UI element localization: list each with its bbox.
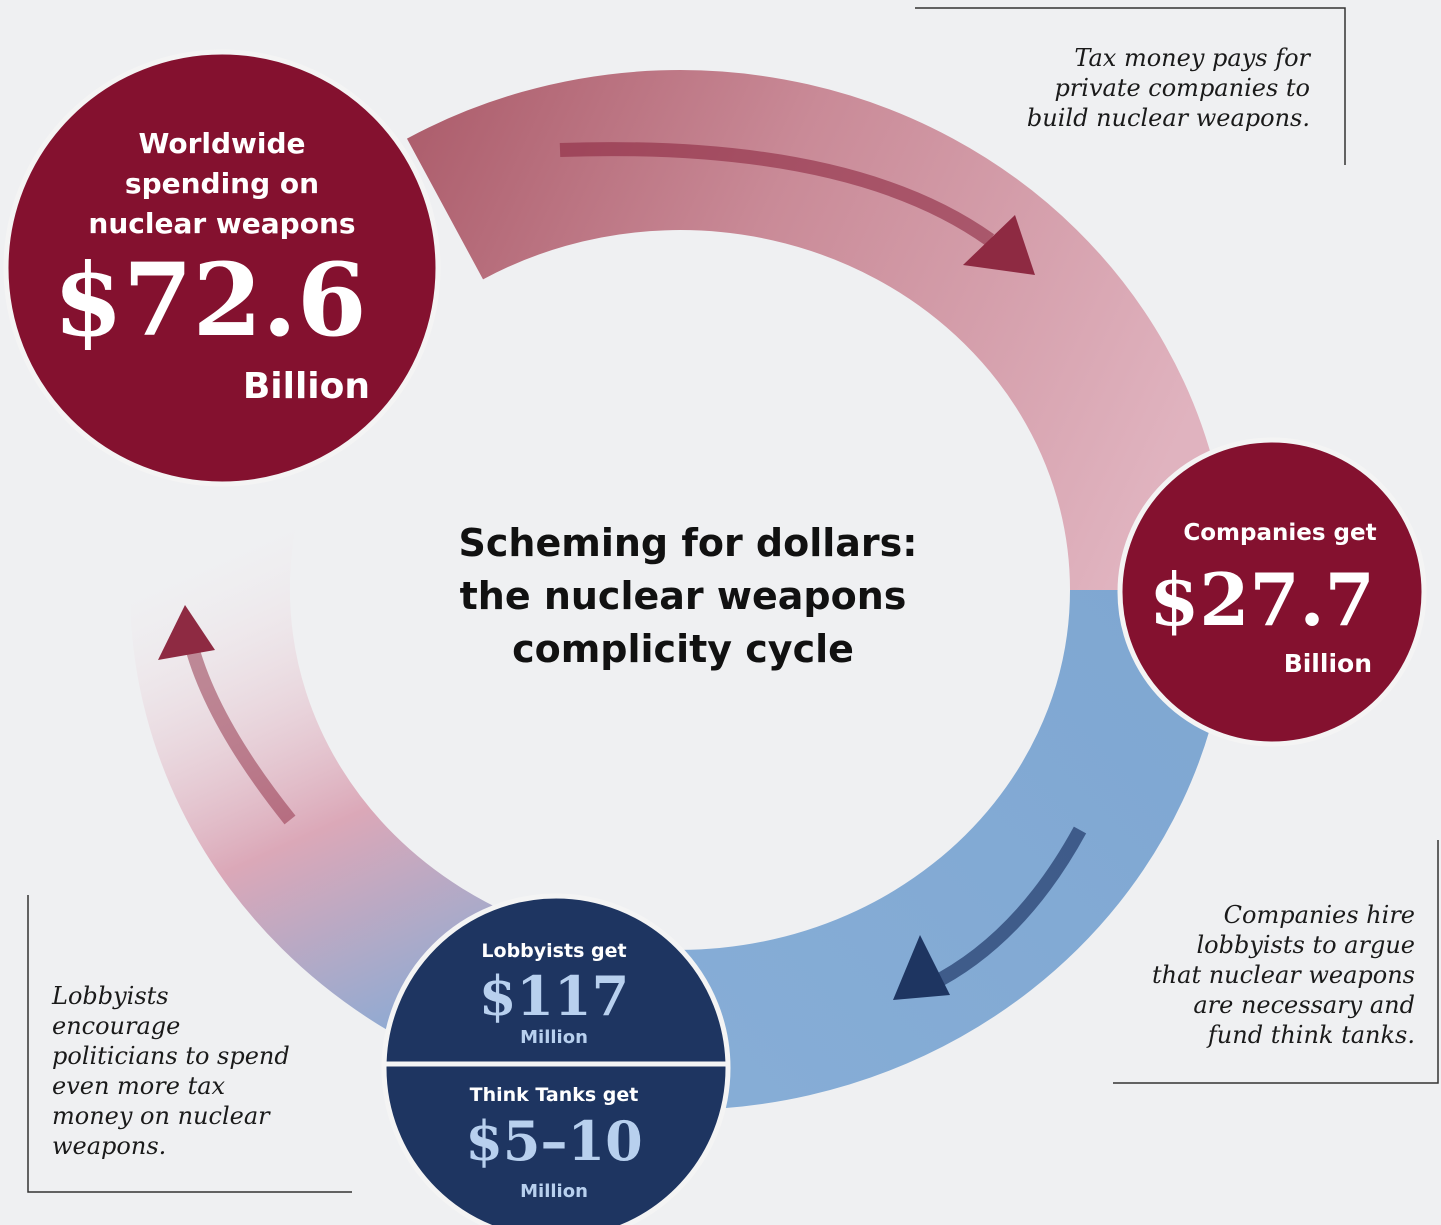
note-line: lobbyists to argue	[1196, 931, 1415, 959]
title-line: Scheming for dollars:	[459, 521, 918, 565]
node-unit: Million	[520, 1027, 588, 1048]
node-circle	[381, 893, 731, 1225]
note-line: even more tax	[52, 1072, 226, 1100]
node-label: nuclear weapons	[88, 207, 355, 240]
node-amount: $117	[479, 964, 629, 1028]
node-amount: $27.7	[1149, 557, 1374, 642]
node-unit: Billion	[1284, 649, 1372, 678]
node-amount: $5–10	[465, 1109, 642, 1173]
node-label: Companies get	[1183, 520, 1376, 546]
note-line: are necessary and	[1193, 991, 1415, 1019]
arrow-blue	[926, 826, 1087, 992]
note-line: Companies hire	[1224, 901, 1415, 929]
note-line: encourage	[52, 1012, 180, 1040]
ring-pink	[407, 70, 1230, 591]
node-worldwide: Worldwide spending on nuclear weapons $7…	[3, 49, 441, 487]
bracket	[27, 895, 352, 1193]
note-line: fund think tanks.	[1206, 1021, 1415, 1049]
title-line: the nuclear weapons	[460, 574, 907, 618]
arrowhead-pink	[963, 215, 1035, 275]
node-label: Worldwide	[138, 127, 305, 160]
note-line: politicians to spend	[52, 1042, 290, 1070]
node-unit: Billion	[243, 366, 370, 407]
note-line: weapons.	[52, 1132, 166, 1160]
note-line: money on nuclear	[52, 1102, 271, 1130]
note-brackets	[27, 7, 1439, 1193]
node-amount: $72.6	[53, 241, 366, 359]
title-line: complicity cycle	[512, 627, 854, 671]
arrowhead-fade	[158, 605, 215, 660]
node-unit: Million	[520, 1181, 588, 1202]
node-label: Lobbyists get	[481, 940, 626, 962]
arrowhead-blue	[893, 935, 950, 1000]
arrow-pink	[559, 142, 995, 246]
node-circle	[1117, 437, 1427, 747]
node-companies: Companies get $27.7 Billion	[1117, 437, 1427, 747]
title: Scheming for dollars: the nuclear weapon…	[459, 521, 918, 671]
note-line: Tax money pays for	[1074, 44, 1311, 72]
node-circle	[3, 49, 441, 487]
node-label: Think Tanks get	[470, 1084, 639, 1106]
bracket	[1113, 840, 1439, 1084]
note-line: Lobbyists	[51, 982, 169, 1010]
note-line: build nuclear weapons.	[1027, 104, 1310, 132]
note-line: private companies to	[1054, 74, 1310, 102]
note-line: that nuclear weapons	[1152, 961, 1415, 989]
bracket	[915, 7, 1346, 165]
node-label: spending on	[125, 167, 319, 200]
node-lobby: Lobbyists get $117 Million Think Tanks g…	[381, 893, 731, 1225]
arrow-fade	[183, 638, 296, 825]
